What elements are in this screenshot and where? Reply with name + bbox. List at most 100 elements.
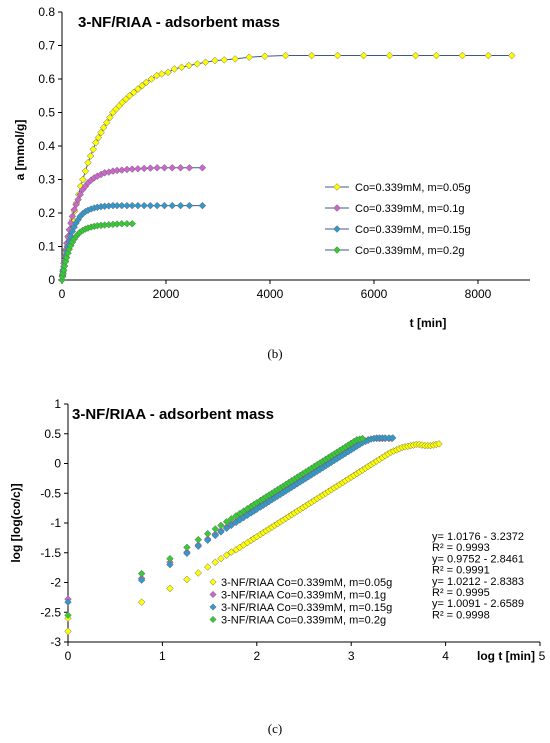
legend-c-label: 3-NF/RIAA Co=0.339mM, m=0.15g (221, 602, 392, 614)
legend-c-marker (209, 615, 217, 624)
series-b-0-point (411, 51, 420, 60)
chart-b-title: 3-NF/RIAA - adsorbent mass (78, 14, 280, 31)
x-tick-label-b: 0 (59, 287, 66, 301)
series-c-3-point (64, 611, 72, 619)
series-b-0-point (125, 91, 134, 100)
series-b-1-point (140, 164, 148, 173)
chart-b-xlabel: t [min] (410, 316, 447, 330)
series-b-3 (58, 219, 136, 284)
legend-b-label: Co=0.339mM, m=0.05g (355, 182, 471, 194)
series-b-0-point (147, 75, 156, 83)
chart-c: -3 -2.5 -2 -1.5 -1 -0.5 0 0.5 1 0 1 2 3 4 5 3-NF/RIAA -… (9, 397, 546, 663)
series-c-3-point (227, 515, 236, 523)
legend-c-label: 3-NF/RIAA Co=0.339mM, m=0.05g (221, 577, 392, 589)
series-b-1-point (146, 164, 155, 172)
series-c-2-point (222, 524, 231, 533)
series-b-2-point (67, 232, 75, 241)
series-b-0-point (138, 81, 146, 90)
fit-equation: y= 1.0176 - 3.2372 (432, 531, 524, 543)
series-b-2-point (168, 201, 176, 210)
series-b-0-point (84, 158, 92, 167)
legend-b-label: Co=0.339mM, m=0.1g (355, 203, 464, 215)
series-b-0-point (307, 51, 316, 60)
series-b-0-point (185, 61, 193, 70)
fit-equation: y= 0.9752 - 2.8461 (432, 553, 524, 565)
series-b-2-point (118, 201, 126, 210)
x-tick-label-c: 4 (442, 649, 449, 663)
y-tick-label-b: 0.8 (38, 5, 55, 19)
series-b-0-point (359, 51, 368, 60)
fit-r2: R² = 0.9998 (432, 609, 490, 621)
series-b-0-point (211, 56, 219, 65)
series-c-2 (64, 434, 397, 606)
series-b-2-point (123, 201, 131, 210)
legend-b-marker (333, 225, 341, 233)
y-tick-label-b: 0.6 (38, 72, 55, 86)
series-c-2-point (227, 521, 236, 530)
series-c-2-point (388, 434, 397, 442)
series-b-0-point (86, 152, 95, 160)
series-c-2-point (64, 598, 72, 606)
series-c-3 (64, 434, 367, 619)
y-tick-label-b: 0.3 (38, 173, 55, 187)
series-c-2-point (137, 576, 146, 584)
series-c-2-point (203, 536, 212, 545)
series-b-2-point (198, 201, 207, 210)
series-b-0-point (484, 51, 493, 60)
y-tick-label-c: 0 (54, 457, 61, 471)
series-c-0-point (194, 569, 203, 577)
series-b-0-point (97, 128, 105, 137)
legend-b-label: Co=0.339mM, m=0.2g (355, 245, 464, 257)
series-b-1-point (160, 164, 169, 172)
fit-r2: R² = 0.9993 (432, 542, 490, 554)
y-tick-label-c: 0.5 (44, 427, 61, 441)
y-tick-label-b: 0.7 (38, 39, 55, 53)
series-c-3-point (203, 529, 212, 538)
series-b-0-point (134, 85, 142, 93)
x-tick-label-c: 5 (539, 649, 546, 663)
x-tick-label-b: 6000 (361, 287, 388, 301)
series-b-3-point (60, 262, 69, 270)
series-b-0-point (106, 113, 114, 122)
caption-c: (c) (267, 721, 283, 736)
series-b-3-point (62, 253, 71, 262)
series-c-0-point (222, 551, 231, 559)
y-tick-label-c: -0.5 (40, 486, 61, 500)
series-c-0-point (435, 440, 443, 448)
chart-b-ylabel: a [mmol/g] (13, 120, 27, 181)
series-b-0-point (261, 52, 269, 60)
x-tick-label-c: 3 (348, 649, 355, 663)
series-c-3-point (358, 434, 367, 443)
fit-equation: y= 1.0091 - 2.6589 (432, 598, 524, 610)
series-b-2 (58, 201, 207, 284)
y-tick-label-c: -1 (50, 516, 61, 530)
series-b-0-point (385, 51, 394, 60)
series-b-2-point (140, 201, 148, 210)
series-b-0-point (92, 138, 100, 147)
series-c-3-point (217, 521, 225, 530)
legend-c-marker (209, 578, 217, 586)
series-b-3-point (60, 266, 68, 274)
series-b-0-point (79, 175, 87, 184)
series-c-3-point (183, 543, 191, 552)
series-b-2-point (134, 201, 142, 210)
y-tick-label-c: -2.5 (40, 605, 61, 619)
series-b-0-point (89, 145, 97, 154)
chart-b-panel: 0 0.1 0.2 0.3 0.4 0.5 0.6 0.7 0.8 0 2000 4000 6000 80… (13, 5, 530, 361)
series-b-1-point (68, 212, 77, 221)
series-b-1-point (134, 165, 142, 173)
series-b-0-point (231, 55, 239, 63)
legend-b-marker (333, 183, 341, 191)
series-c-0-point (183, 575, 191, 584)
series-b-1-point (72, 200, 80, 209)
y-tick-label-c: 1 (54, 397, 61, 411)
y-tick-label-c: -1.5 (40, 546, 61, 560)
series-c-2-point (194, 542, 203, 550)
legend-b-marker (333, 246, 341, 254)
chart-c-title: 3-NF/RIAA - adsorbent mass (72, 406, 274, 423)
fit-r2: R² = 0.9991 (432, 565, 490, 577)
series-b-1-point (74, 195, 82, 204)
series-b-0-point (220, 56, 228, 64)
fit-r2: R² = 0.9995 (432, 587, 490, 599)
series-c-3-point (222, 518, 231, 526)
